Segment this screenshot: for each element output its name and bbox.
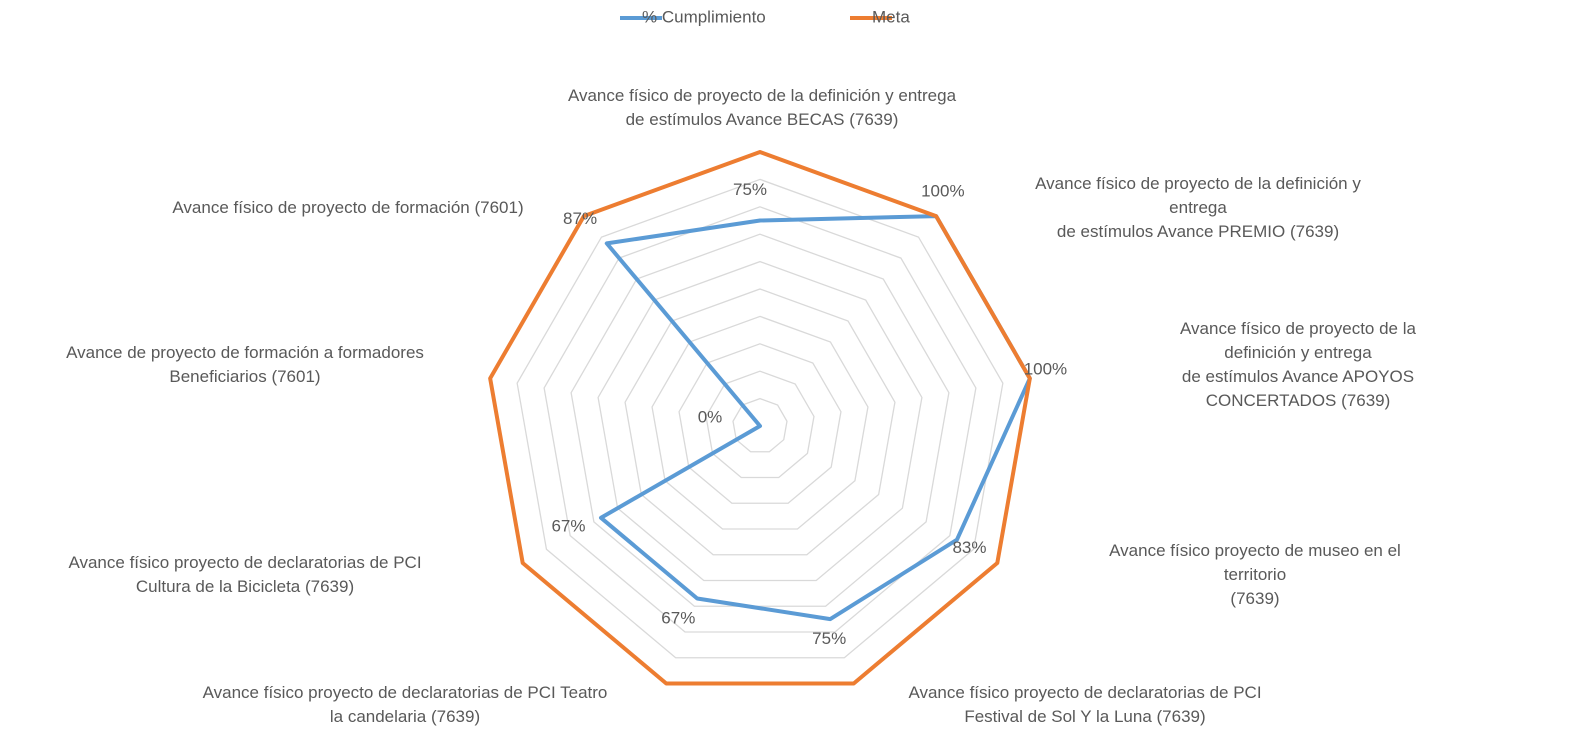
category-label: Avance físico de proyecto de la definici… xyxy=(1180,319,1416,410)
grid-ring xyxy=(516,178,1004,659)
category-label: Avance físico de proyecto de formación (… xyxy=(172,198,524,217)
legend-label: % Cumplimiento xyxy=(642,7,766,26)
category-label: Avance físico de proyecto de la definici… xyxy=(1035,174,1361,241)
data-label: 75% xyxy=(812,629,846,648)
data-label: 0% xyxy=(698,407,723,426)
category-label: Avance físico proyecto de declaratorias … xyxy=(908,683,1262,726)
category-label: Avance físico proyecto de declaratorias … xyxy=(68,553,422,596)
grid-ring xyxy=(543,206,977,633)
grid-ring xyxy=(678,343,842,504)
category-label: Avance de proyecto de formación a formad… xyxy=(66,343,424,386)
category-label: Avance físico de proyecto de la definici… xyxy=(567,86,957,129)
data-label: 67% xyxy=(551,516,585,535)
grid-ring xyxy=(651,315,869,530)
data-label: 100% xyxy=(921,182,964,201)
grid-ring xyxy=(597,260,923,582)
category-label: Avance físico proyecto de declaratorias … xyxy=(202,683,608,726)
grid-ring xyxy=(732,397,788,453)
grid-ring xyxy=(705,370,815,479)
data-label: 75% xyxy=(733,180,767,199)
series-line xyxy=(599,214,1032,622)
grid-ring xyxy=(624,288,896,556)
category-label: Avance físico proyecto de museo en el te… xyxy=(1109,541,1401,608)
legend-label: Meta xyxy=(872,7,910,26)
data-label: 100% xyxy=(1024,359,1067,378)
data-label: 67% xyxy=(661,608,695,627)
data-label: 83% xyxy=(952,538,986,557)
data-label: 87% xyxy=(563,209,597,228)
series-line xyxy=(488,150,1032,686)
